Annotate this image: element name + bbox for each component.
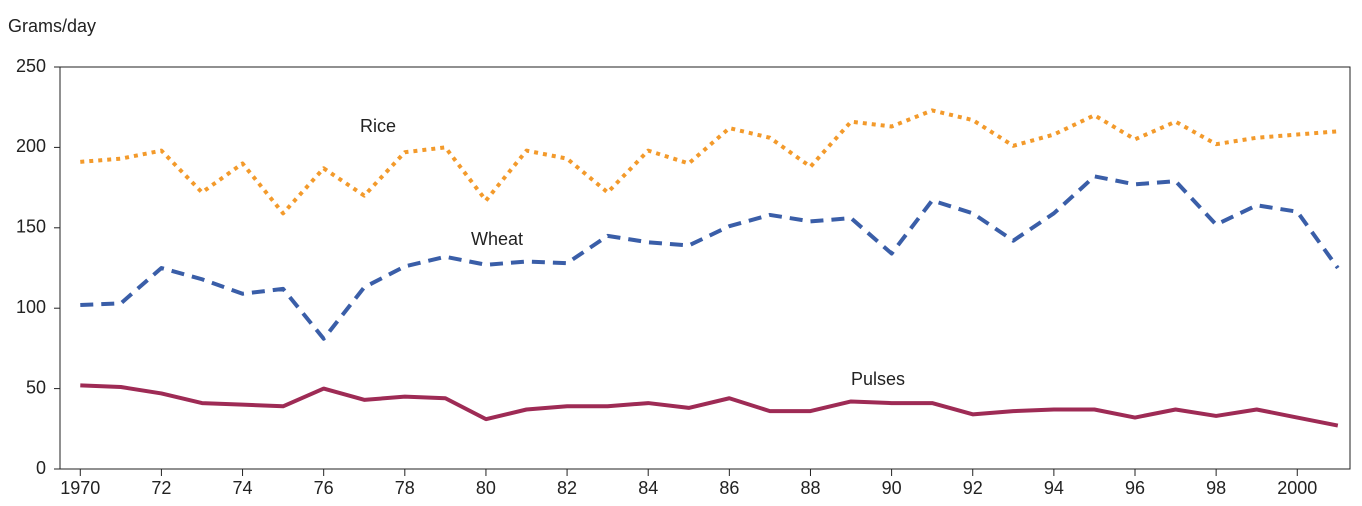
- x-tick-label: 80: [476, 478, 496, 498]
- series-label: Wheat: [471, 229, 523, 249]
- plot-frame: [59, 66, 1351, 470]
- x-tick-label: 86: [719, 478, 739, 498]
- y-tick-label: 200: [16, 136, 46, 156]
- x-tick-label: 92: [963, 478, 983, 498]
- x-tick-label: 72: [151, 478, 171, 498]
- x-tick-label: 82: [557, 478, 577, 498]
- series-label: Pulses: [851, 369, 905, 389]
- y-tick-label: 250: [16, 56, 46, 76]
- x-tick-label: 96: [1125, 478, 1145, 498]
- series-line: [80, 174, 1340, 341]
- series-label: Rice: [360, 116, 396, 136]
- x-tick-label: 88: [800, 478, 820, 498]
- x-tick-label: 74: [233, 478, 253, 498]
- y-tick-label: 100: [16, 297, 46, 317]
- y-tick-label: 50: [26, 377, 46, 397]
- y-axis-label: Grams/day: [8, 16, 96, 36]
- y-tick-label: 150: [16, 217, 46, 237]
- x-tick-label: 90: [882, 478, 902, 498]
- series-line: [80, 108, 1338, 216]
- x-tick-label: 2000: [1277, 478, 1317, 498]
- x-tick-label: 76: [314, 478, 334, 498]
- x-tick-label: 1970: [60, 478, 100, 498]
- x-tick-label: 98: [1206, 478, 1226, 498]
- series-line: [80, 383, 1339, 428]
- x-tick-label: 94: [1044, 478, 1064, 498]
- x-tick-label: 78: [395, 478, 415, 498]
- x-tick-label: 84: [638, 478, 658, 498]
- y-tick-label: 0: [36, 458, 46, 478]
